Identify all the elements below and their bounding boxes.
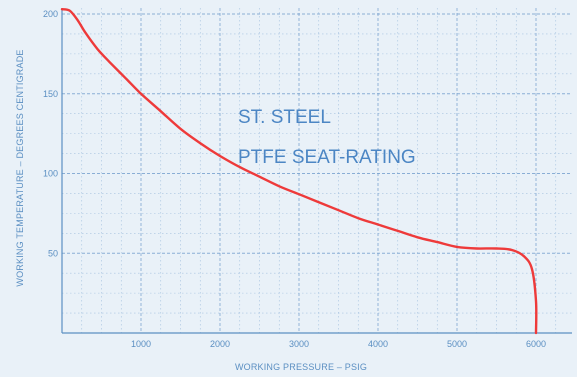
x-tick-label: 4000 <box>368 339 388 349</box>
y-tick-label: 50 <box>48 248 58 258</box>
axes <box>61 8 572 334</box>
y-tick-label: 200 <box>43 9 58 19</box>
y-axis-title: WORKING TEMPERATURE – DEGREES CENTIGRADE <box>15 49 25 286</box>
x-axis-title: WORKING PRESSURE – PSIG <box>235 362 367 372</box>
x-tick-label: 5000 <box>447 339 467 349</box>
grid <box>62 8 572 333</box>
tick-labels: 1000 2000 3000 4000 5000 6000 50 100 150 200 <box>43 9 546 349</box>
x-tick-label: 2000 <box>210 339 230 349</box>
x-tick-label: 6000 <box>526 339 546 349</box>
y-tick-label: 150 <box>43 89 58 99</box>
annotation-ptfe: PTFE SEAT-RATING <box>238 147 416 168</box>
x-tick-label: 1000 <box>131 339 151 349</box>
series-line <box>60 7 538 335</box>
y-tick-label: 100 <box>43 169 58 179</box>
annotation-steel: ST. STEEL <box>238 107 331 128</box>
series <box>60 7 538 335</box>
x-tick-label: 3000 <box>289 339 309 349</box>
